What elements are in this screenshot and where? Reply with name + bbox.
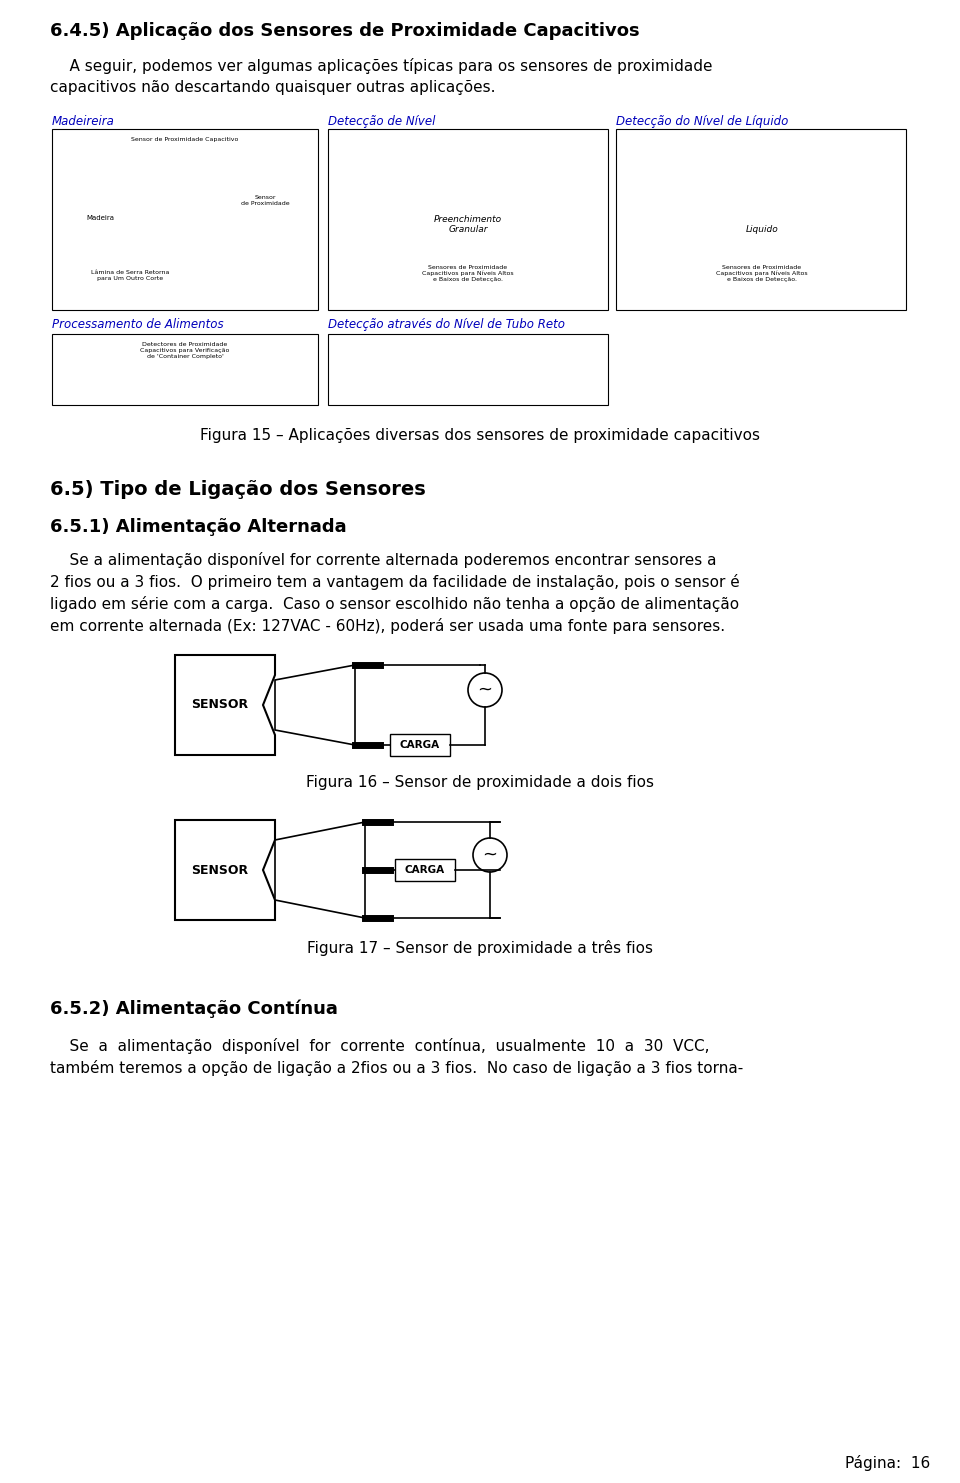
Bar xyxy=(390,734,450,756)
Text: Sensor de Proximidade Capacitivo: Sensor de Proximidade Capacitivo xyxy=(132,136,239,142)
Text: SENSOR: SENSOR xyxy=(191,698,249,712)
Text: Detecção através do Nível de Tubo Reto: Detecção através do Nível de Tubo Reto xyxy=(328,317,565,331)
Text: 6.5.2) Alimentação Contínua: 6.5.2) Alimentação Contínua xyxy=(50,1000,338,1019)
Text: Sensores de Proximidade
Capacitivos para Níveis Altos
e Baixos de Detecção.: Sensores de Proximidade Capacitivos para… xyxy=(716,265,807,282)
Text: Processamento de Alimentos: Processamento de Alimentos xyxy=(52,317,224,331)
Text: 6.5) Tipo de Ligação dos Sensores: 6.5) Tipo de Ligação dos Sensores xyxy=(50,480,425,498)
Polygon shape xyxy=(175,655,275,755)
Polygon shape xyxy=(175,820,275,919)
Bar xyxy=(52,129,318,310)
Text: ligado em série com a carga.  Caso o sensor escolhido não tenha a opção de alime: ligado em série com a carga. Caso o sens… xyxy=(50,596,739,612)
Bar xyxy=(616,129,906,310)
Bar xyxy=(52,334,318,405)
Text: Sensor
de Proximidade: Sensor de Proximidade xyxy=(241,194,289,206)
Text: em corrente alternada (Ex: 127VAC - 60Hz), poderá ser usada uma fonte para senso: em corrente alternada (Ex: 127VAC - 60Hz… xyxy=(50,618,725,635)
Text: Página:  16: Página: 16 xyxy=(845,1455,930,1471)
Text: Se a alimentação disponível for corrente alternada poderemos encontrar sensores : Se a alimentação disponível for corrente… xyxy=(50,552,716,568)
Text: Lâmina de Serra Retorna
para Um Outro Corte: Lâmina de Serra Retorna para Um Outro Co… xyxy=(91,270,169,280)
Text: Figura 16 – Sensor de proximidade a dois fios: Figura 16 – Sensor de proximidade a dois… xyxy=(306,776,654,790)
Text: também teremos a opção de ligação a 2fios ou a 3 fios.  No caso de ligação a 3 f: também teremos a opção de ligação a 2fio… xyxy=(50,1060,743,1077)
Bar xyxy=(395,859,455,881)
Text: Preenchimento
Granular: Preenchimento Granular xyxy=(434,215,502,234)
Text: 2 fios ou a 3 fios.  O primeiro tem a vantagem da facilidade de instalação, pois: 2 fios ou a 3 fios. O primeiro tem a van… xyxy=(50,574,740,590)
Text: CARGA: CARGA xyxy=(400,740,440,750)
Text: Detecção do Nível de Líquido: Detecção do Nível de Líquido xyxy=(616,116,788,128)
Text: A seguir, podemos ver algumas aplicações típicas para os sensores de proximidade: A seguir, podemos ver algumas aplicações… xyxy=(50,58,712,74)
Text: Madeira: Madeira xyxy=(86,215,114,221)
Text: 6.5.1) Alimentação Alternada: 6.5.1) Alimentação Alternada xyxy=(50,518,347,535)
Polygon shape xyxy=(275,664,355,744)
Text: Detecção de Nível: Detecção de Nível xyxy=(328,116,436,128)
Text: Se  a  alimentação  disponível  for  corrente  contínua,  usualmente  10  a  30 : Se a alimentação disponível for corrente… xyxy=(50,1038,709,1054)
Text: Figura 17 – Sensor de proximidade a três fios: Figura 17 – Sensor de proximidade a três… xyxy=(307,940,653,957)
Text: Madeireira: Madeireira xyxy=(52,116,115,128)
Text: CARGA: CARGA xyxy=(405,865,445,875)
Text: ~: ~ xyxy=(483,845,497,865)
Polygon shape xyxy=(275,822,365,918)
Text: Liquido: Liquido xyxy=(746,225,779,234)
Text: ~: ~ xyxy=(477,681,492,698)
Text: Sensores de Proximidade
Capacitivos para Níveis Altos
e Baixos de Detecção.: Sensores de Proximidade Capacitivos para… xyxy=(422,265,514,282)
Text: Detectores de Proximidade
Capacitivos para Verificação
de 'Container Completo': Detectores de Proximidade Capacitivos pa… xyxy=(140,343,229,359)
Text: SENSOR: SENSOR xyxy=(191,863,249,876)
Text: capacitivos não descartando quaisquer outras aplicações.: capacitivos não descartando quaisquer ou… xyxy=(50,80,495,95)
Text: 6.4.5) Aplicação dos Sensores de Proximidade Capacitivos: 6.4.5) Aplicação dos Sensores de Proximi… xyxy=(50,22,639,40)
Bar xyxy=(328,334,608,405)
Bar xyxy=(328,129,608,310)
Text: Figura 15 – Aplicações diversas dos sensores de proximidade capacitivos: Figura 15 – Aplicações diversas dos sens… xyxy=(200,429,760,443)
